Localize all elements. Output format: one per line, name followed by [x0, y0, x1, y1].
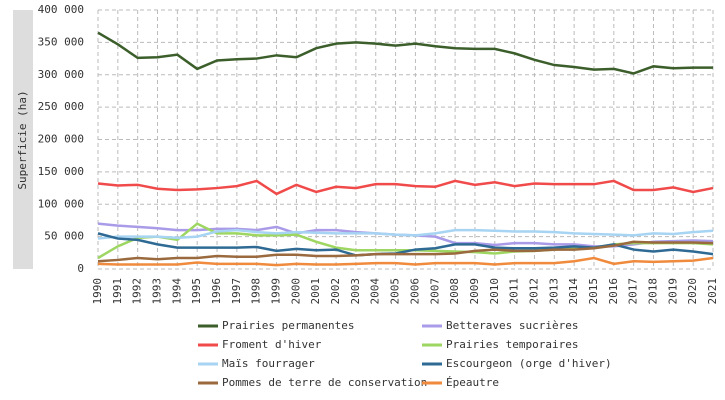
y-axis-label: Superficie (ha): [16, 90, 29, 189]
x-tick-label: 2003: [349, 278, 362, 305]
series-line: [97, 31, 713, 75]
y-tick-label: 0: [77, 262, 84, 275]
x-tick-label: 1998: [250, 278, 263, 305]
legend-label: Prairies temporaires: [446, 338, 578, 351]
y-tick-label: 350 000: [38, 35, 84, 48]
x-tick-label: 2010: [488, 278, 501, 305]
series-line: [97, 228, 714, 240]
x-tick-label: 2019: [666, 278, 679, 305]
x-tick-label: 2001: [309, 278, 322, 305]
y-tick-label: 150 000: [38, 165, 84, 178]
x-tick-label: 2008: [448, 278, 461, 305]
legend-label: Pommes de terre de conservation: [222, 376, 427, 389]
y-tick-label: 250 000: [38, 100, 84, 113]
legend-label: Betteraves sucrières: [446, 319, 578, 332]
x-tick-label: 2020: [686, 278, 699, 305]
y-tick-label: 400 000: [38, 3, 84, 16]
series-line: [97, 222, 714, 260]
legend-label: Froment d'hiver: [222, 338, 322, 351]
y-tick-label: 100 000: [38, 197, 84, 210]
legend-label: Prairies permanentes: [222, 319, 354, 332]
x-tick-label: 1992: [131, 278, 144, 305]
series-line: [97, 256, 714, 267]
x-tick-label: 2006: [408, 278, 421, 305]
x-tick-label: 1991: [111, 278, 124, 305]
x-tick-label: 1994: [170, 278, 183, 305]
x-tick-label: 2016: [607, 278, 620, 305]
legend-label: Escourgeon (orge d'hiver): [446, 357, 612, 370]
y-tick-label: 200 000: [38, 133, 84, 146]
x-tick-label: 1999: [270, 278, 283, 305]
x-tick-label: 2009: [468, 278, 481, 305]
x-tick-label: 2018: [646, 278, 659, 305]
x-tick-label: 2013: [547, 278, 560, 305]
x-tick-label: 2012: [527, 278, 540, 305]
x-tick-label: 2017: [627, 278, 640, 305]
y-tick-label: 300 000: [38, 68, 84, 81]
x-tick-label: 1990: [91, 278, 104, 305]
series-line: [97, 179, 714, 196]
x-tick-label: 2000: [289, 278, 302, 305]
x-tick-label: 2011: [508, 278, 521, 305]
y-label-box: [13, 10, 33, 269]
x-tick-label: 2015: [587, 278, 600, 305]
x-tick-label: 2005: [389, 278, 402, 305]
x-tick-label: 1997: [230, 278, 243, 305]
x-tick-label: 2014: [567, 278, 580, 305]
x-tick-label: 2021: [706, 278, 719, 305]
legend-label: Épeautre: [446, 376, 499, 389]
x-tick-label: 1993: [151, 278, 164, 305]
x-tick-label: 1995: [190, 278, 203, 305]
x-tick-label: 2007: [428, 278, 441, 305]
x-tick-label: 2002: [329, 278, 342, 305]
y-tick-label: 50 000: [44, 230, 84, 243]
series-line: [97, 240, 714, 263]
legend-label: Maïs fourrager: [222, 357, 315, 370]
x-tick-label: 2004: [369, 278, 382, 305]
x-tick-label: 1996: [210, 278, 223, 305]
